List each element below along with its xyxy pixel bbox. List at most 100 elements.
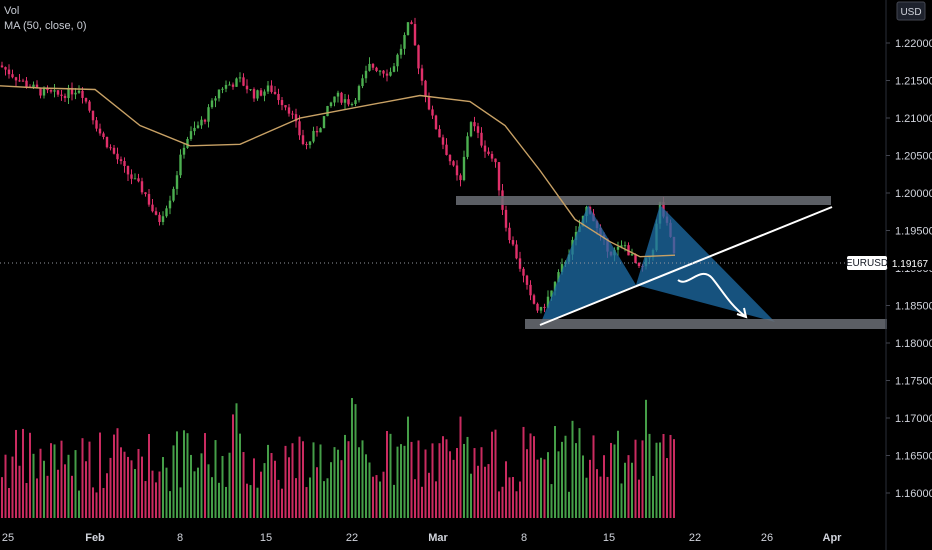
candle-body (333, 96, 336, 103)
volume-indicator-label[interactable]: Vol (4, 5, 20, 17)
candle-body (207, 107, 210, 122)
candle-body (4, 67, 7, 70)
candle-body (70, 87, 74, 95)
pattern-triangle-left (540, 205, 636, 325)
volume-bar (123, 451, 126, 518)
volume-bar (1, 477, 3, 518)
ma-indicator-label[interactable]: MA (50, close, 0) (4, 20, 87, 32)
volume-bar (88, 441, 91, 518)
volume-bar (92, 487, 94, 518)
volume-bar (491, 431, 493, 518)
candle-body (14, 77, 18, 81)
candle-body (396, 54, 399, 67)
candle-body (438, 129, 441, 138)
volume-bar (141, 456, 143, 518)
candle-body (168, 200, 172, 209)
volume-bar (368, 462, 371, 518)
candle-body (151, 204, 154, 212)
candle-body (340, 92, 343, 103)
volume-bar (641, 440, 644, 518)
candle-body (158, 214, 161, 223)
volume-bar (403, 445, 406, 518)
volume-bar (291, 443, 294, 518)
volume-bar (165, 467, 168, 518)
candle-body (459, 175, 462, 181)
candle-body (434, 115, 438, 130)
candle-body (623, 245, 627, 247)
volume-bar (183, 430, 185, 518)
candle-body (620, 245, 623, 247)
volume-bar (638, 479, 640, 518)
volume-bar (295, 478, 297, 518)
candle-body (634, 254, 637, 263)
candle-body (497, 162, 501, 191)
volume-bar (302, 441, 304, 518)
candle-body (273, 91, 277, 94)
time-tick-label: Apr (823, 532, 843, 544)
support-zone (525, 319, 887, 329)
volume-bar (169, 491, 171, 518)
price-tick-label: 1.21000 (895, 113, 932, 125)
candle-body (42, 88, 46, 96)
volume-bar (179, 487, 182, 518)
volume-bar (473, 448, 476, 518)
volume-bar (463, 443, 465, 518)
volume-bar (445, 439, 448, 518)
volume-bar (151, 470, 154, 518)
candle-body (280, 100, 284, 106)
candle-body (140, 181, 144, 193)
volume-bar (442, 436, 444, 518)
candle-body (529, 284, 532, 296)
candle-body (375, 67, 378, 71)
volume-bar (50, 443, 52, 518)
candle-body (371, 63, 375, 68)
price-tick-label: 1.21500 (895, 76, 932, 88)
volume-bar (281, 488, 283, 518)
candle-body (203, 119, 207, 122)
volume-bar (645, 399, 647, 518)
candle-body (242, 77, 245, 86)
candle-body (277, 93, 280, 101)
candle-body (508, 227, 511, 241)
candle-body (179, 154, 182, 176)
moving-average-line (0, 85, 676, 258)
volume-bar (116, 428, 119, 518)
candle-body (469, 122, 473, 137)
volume-bar (113, 434, 115, 518)
candle-body (67, 87, 70, 99)
volume-bar (529, 433, 532, 518)
last-price-label: 1.19167 (892, 259, 929, 270)
candle-body (245, 85, 249, 90)
pattern-triangle-right (636, 205, 775, 322)
volume-bar (120, 447, 122, 518)
volume-bar (494, 429, 497, 518)
volume-bar (358, 447, 360, 518)
volume-bar (155, 482, 157, 518)
volume-bar (235, 403, 238, 518)
candle-body (98, 128, 102, 134)
volume-bar (606, 476, 609, 518)
candle-body (126, 166, 130, 175)
candle-body (182, 147, 186, 155)
symbol-label-bg (847, 256, 887, 270)
volume-bar (172, 445, 175, 518)
candle-body (287, 107, 291, 114)
volume-bar (99, 432, 101, 518)
candle-body (25, 80, 28, 87)
volume-bar (204, 433, 206, 518)
price-tick-label: 1.20500 (895, 151, 932, 163)
volume-bar (459, 416, 462, 518)
candle-body (392, 66, 396, 72)
candle-body (326, 106, 329, 117)
candle-body (427, 96, 431, 110)
volume-bar (379, 481, 381, 518)
candle-body (74, 92, 77, 95)
candle-body (81, 90, 84, 98)
candle-body (144, 192, 147, 195)
volume-bar (36, 478, 38, 518)
volume-bar (477, 465, 479, 518)
volume-bar (515, 491, 518, 518)
time-tick-label: Mar (428, 532, 448, 544)
candle-body (270, 85, 273, 92)
